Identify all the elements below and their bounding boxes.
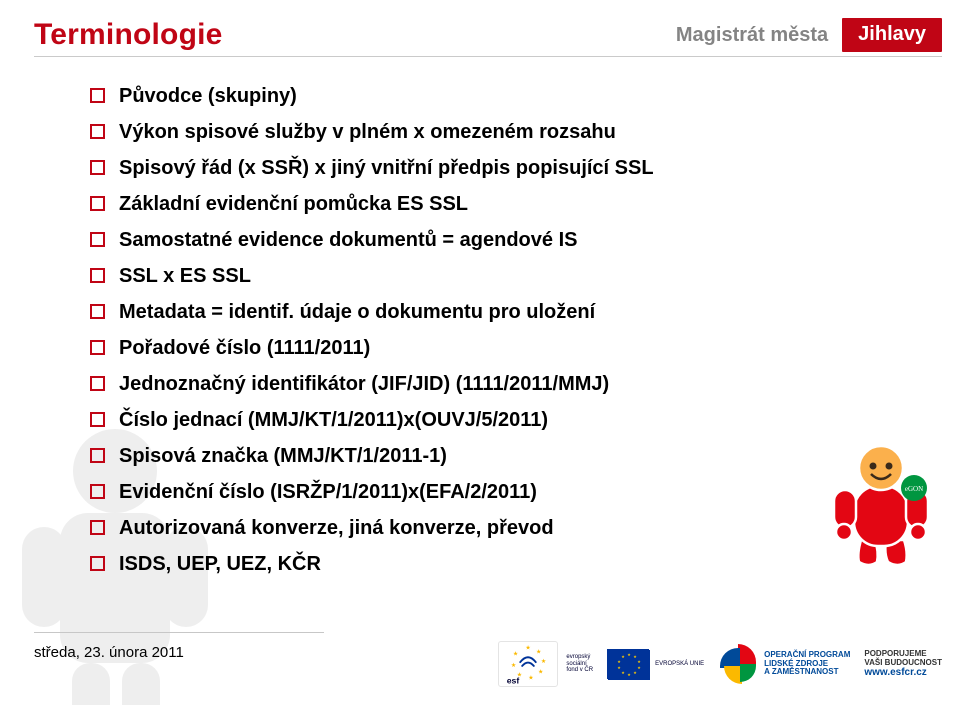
list-item-text: Samostatné evidence dokumentů = agendové… bbox=[119, 226, 577, 254]
svg-text:★: ★ bbox=[633, 670, 637, 675]
bullet-box-icon bbox=[90, 376, 105, 391]
podporujeme-block: PODPORUJEME VAŠI BUDOUCNOST www.esfcr.cz bbox=[864, 650, 942, 679]
op-logo: OPERAČNÍ PROGRAM LIDSKÉ ZDROJE A ZAMĚSTN… bbox=[718, 644, 850, 684]
list-item-text: Jednoznačný identifikátor (JIF/JID) (111… bbox=[119, 370, 609, 398]
list-item: Jednoznačný identifikátor (JIF/JID) (111… bbox=[90, 370, 880, 398]
footer-date: středa, 23. února 2011 bbox=[34, 644, 184, 661]
eu-label: EVROPSKÁ UNIE bbox=[655, 661, 704, 668]
org-label: Magistrát města bbox=[676, 24, 828, 47]
bullet-box-icon bbox=[90, 268, 105, 283]
eu-flag-icon: ★★ ★★ ★★ ★★ ★★ bbox=[607, 649, 649, 679]
list-item-text: Autorizovaná konverze, jiná konverze, př… bbox=[119, 514, 554, 542]
list-item: Základní evidenční pomůcka ES SSL bbox=[90, 190, 880, 218]
page-title: Terminologie bbox=[34, 18, 223, 52]
bullet-box-icon bbox=[90, 448, 105, 463]
op-line: A ZAMĚSTNANOST bbox=[764, 668, 850, 677]
list-item: Evidenční číslo (ISRŽP/1/2011)x(EFA/2/20… bbox=[90, 478, 880, 506]
city-badge: Jihlavy bbox=[842, 18, 942, 52]
eu-logo: ★★ ★★ ★★ ★★ ★★ EVROPSKÁ UNIE bbox=[607, 649, 704, 679]
list-item: Spisová značka (MMJ/KT/1/2011-1) bbox=[90, 442, 880, 470]
svg-text:★: ★ bbox=[637, 659, 641, 664]
list-item: SSL x ES SSL bbox=[90, 262, 880, 290]
svg-text:★: ★ bbox=[538, 669, 543, 676]
header-right: Magistrát města Jihlavy bbox=[676, 18, 942, 52]
list-item: Autorizovaná konverze, jiná konverze, př… bbox=[90, 514, 880, 542]
svg-text:★: ★ bbox=[511, 662, 516, 669]
egon-badge-text: eGON bbox=[905, 485, 923, 493]
footer-logos: ★ ★ ★ ★ ★ ★ ★ ★ esf bbox=[498, 641, 942, 687]
esf-stars-icon: ★ ★ ★ ★ ★ ★ ★ ★ esf bbox=[498, 641, 558, 687]
svg-text:★: ★ bbox=[536, 648, 541, 655]
bullet-box-icon bbox=[90, 412, 105, 427]
esf-logo: ★ ★ ★ ★ ★ ★ ★ ★ esf bbox=[498, 641, 593, 687]
bullet-box-icon bbox=[90, 520, 105, 535]
pod-line: VAŠI BUDOUCNOST bbox=[864, 659, 942, 668]
svg-text:★: ★ bbox=[621, 654, 625, 659]
esf-sub-label: evropský sociální fond v ČR bbox=[566, 654, 593, 675]
slide-header: Terminologie Magistrát města Jihlavy bbox=[34, 14, 942, 56]
list-item: Číslo jednací (MMJ/KT/1/2011)x(OUVJ/5/20… bbox=[90, 406, 880, 434]
list-item-text: Spisový řád (x SSŘ) x jiný vnitřní předp… bbox=[119, 154, 654, 182]
esf-line: fond v ČR bbox=[566, 667, 593, 674]
svg-text:★: ★ bbox=[513, 650, 518, 657]
header-divider bbox=[34, 56, 942, 57]
bullet-box-icon bbox=[90, 196, 105, 211]
list-item: Samostatné evidence dokumentů = agendové… bbox=[90, 226, 880, 254]
list-item: Metadata = identif. údaje o dokumentu pr… bbox=[90, 298, 880, 326]
svg-text:★: ★ bbox=[529, 674, 534, 681]
bullet-box-icon bbox=[90, 88, 105, 103]
list-item: ISDS, UEP, UEZ, KČR bbox=[90, 550, 880, 578]
bullet-box-icon bbox=[90, 160, 105, 175]
bullet-box-icon bbox=[90, 484, 105, 499]
list-item-text: ISDS, UEP, UEZ, KČR bbox=[119, 550, 321, 578]
bullet-box-icon bbox=[90, 124, 105, 139]
list-item-text: SSL x ES SSL bbox=[119, 262, 251, 290]
slide-root: Terminologie Magistrát města Jihlavy Pův… bbox=[0, 0, 960, 705]
svg-text:★: ★ bbox=[627, 672, 631, 677]
list-item-text: Pořadové číslo (1111/2011) bbox=[119, 334, 370, 362]
op-text: OPERAČNÍ PROGRAM LIDSKÉ ZDROJE A ZAMĚSTN… bbox=[764, 651, 850, 677]
bullet-box-icon bbox=[90, 304, 105, 319]
svg-text:★: ★ bbox=[526, 645, 531, 652]
bullet-list: Původce (skupiny) Výkon spisové služby v… bbox=[90, 82, 880, 586]
svg-text:★: ★ bbox=[637, 665, 641, 670]
bullet-box-icon bbox=[90, 556, 105, 571]
egon-mascot-icon: eGON bbox=[826, 440, 936, 570]
list-item: Výkon spisové služby v plném x omezeném … bbox=[90, 118, 880, 146]
op-mark-icon bbox=[718, 644, 758, 684]
svg-text:★: ★ bbox=[617, 659, 621, 664]
footer-divider bbox=[34, 632, 324, 633]
svg-text:esf: esf bbox=[507, 675, 520, 685]
svg-text:★: ★ bbox=[617, 665, 621, 670]
bullet-box-icon bbox=[90, 340, 105, 355]
list-item-text: Evidenční číslo (ISRŽP/1/2011)x(EFA/2/20… bbox=[119, 478, 537, 506]
list-item: Spisový řád (x SSŘ) x jiný vnitřní předp… bbox=[90, 154, 880, 182]
list-item-text: Základní evidenční pomůcka ES SSL bbox=[119, 190, 468, 218]
svg-text:★: ★ bbox=[621, 670, 625, 675]
list-item-text: Výkon spisové služby v plném x omezeném … bbox=[119, 118, 616, 146]
list-item-text: Číslo jednací (MMJ/KT/1/2011)x(OUVJ/5/20… bbox=[119, 406, 548, 434]
list-item-text: Spisová značka (MMJ/KT/1/2011-1) bbox=[119, 442, 447, 470]
pod-url: www.esfcr.cz bbox=[864, 667, 942, 678]
bullet-box-icon bbox=[90, 232, 105, 247]
svg-text:★: ★ bbox=[627, 652, 631, 657]
svg-text:★: ★ bbox=[541, 658, 546, 665]
list-item-text: Metadata = identif. údaje o dokumentu pr… bbox=[119, 298, 595, 326]
list-item: Pořadové číslo (1111/2011) bbox=[90, 334, 880, 362]
esf-line: evropský bbox=[566, 654, 593, 661]
list-item: Původce (skupiny) bbox=[90, 82, 880, 110]
list-item-text: Původce (skupiny) bbox=[119, 82, 297, 110]
